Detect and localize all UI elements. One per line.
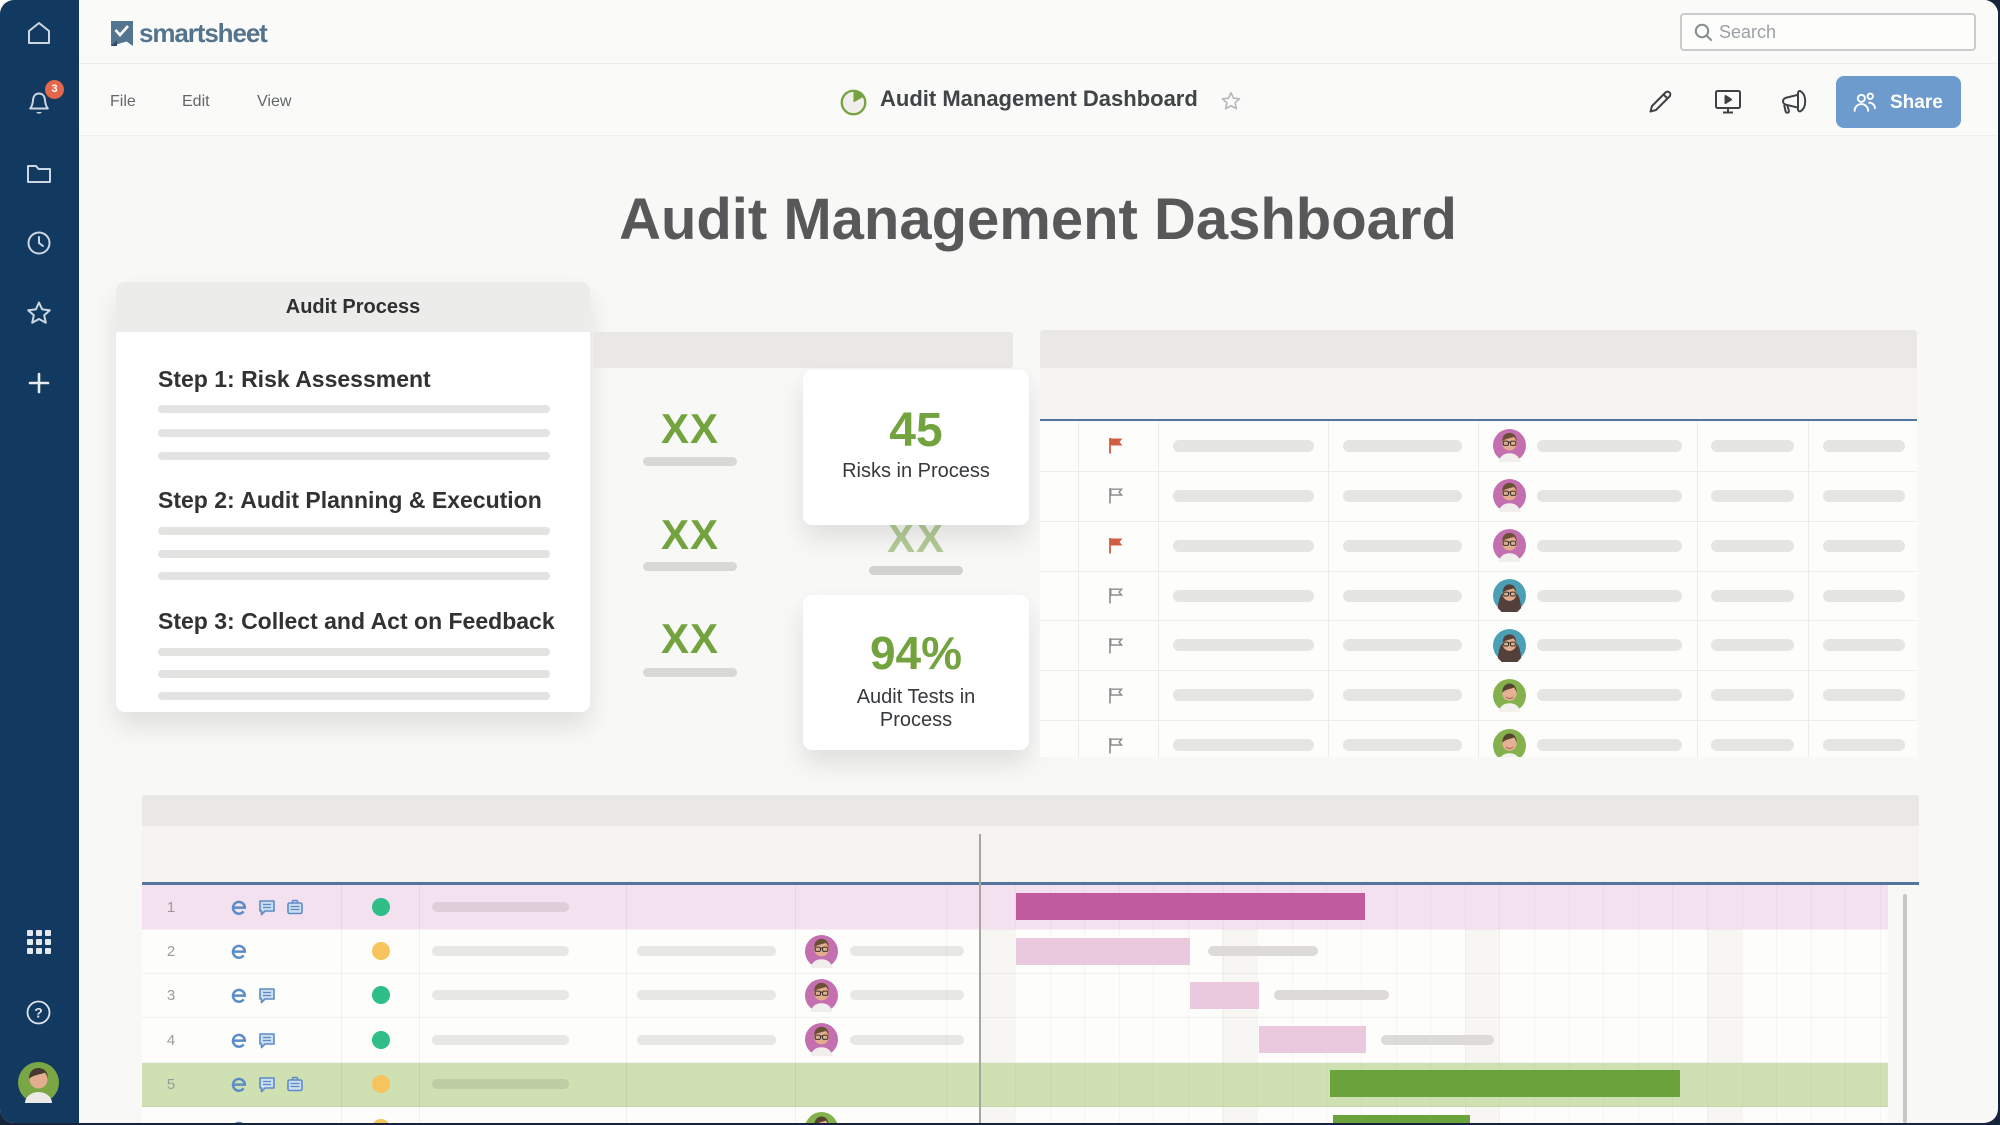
svg-text:?: ? — [34, 1005, 43, 1021]
